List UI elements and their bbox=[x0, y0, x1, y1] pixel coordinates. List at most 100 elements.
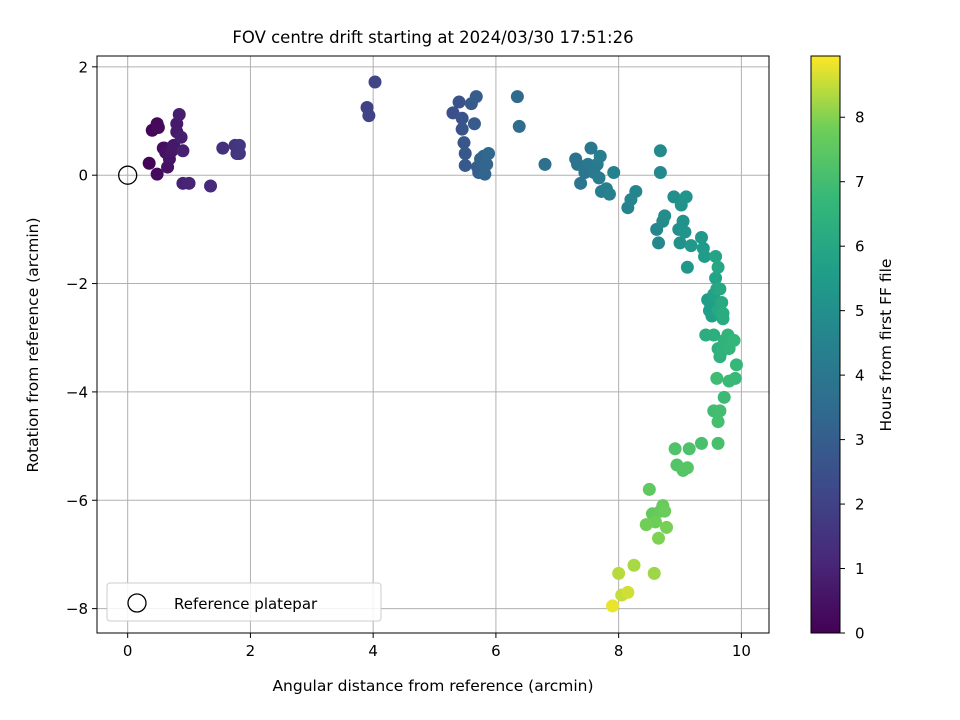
data-point bbox=[538, 157, 552, 171]
data-point bbox=[612, 566, 626, 580]
data-point bbox=[684, 239, 698, 253]
data-point bbox=[627, 558, 641, 572]
data-point bbox=[602, 187, 616, 201]
data-point bbox=[715, 296, 729, 310]
data-point bbox=[455, 111, 469, 125]
data-point bbox=[653, 144, 667, 158]
colorbar-tick-label: 7 bbox=[855, 173, 865, 191]
reference-marker bbox=[118, 165, 138, 185]
data-point bbox=[362, 109, 376, 123]
scatter-points bbox=[142, 75, 743, 613]
data-point bbox=[717, 390, 731, 404]
legend-box bbox=[106, 582, 382, 622]
data-point bbox=[455, 122, 469, 136]
data-point bbox=[716, 306, 730, 320]
x-tick-label: 6 bbox=[491, 642, 501, 660]
data-point bbox=[713, 404, 727, 418]
colorbar-tick-label: 8 bbox=[855, 109, 865, 127]
data-point bbox=[668, 442, 682, 456]
colorbar-tick-label: 0 bbox=[855, 625, 865, 643]
data-point bbox=[711, 415, 725, 429]
x-tick-label: 10 bbox=[732, 642, 751, 660]
y-tick-label: −6 bbox=[66, 492, 88, 510]
data-point bbox=[709, 271, 723, 285]
data-point bbox=[510, 90, 524, 104]
data-point bbox=[642, 482, 656, 496]
colorbar-gradient bbox=[810, 55, 841, 634]
plot-frame bbox=[96, 55, 770, 634]
plot-area: 0 2 4 6 8 10 −8 −6 −4 −2 0 2 Reference platepar bbox=[66, 55, 770, 660]
data-point bbox=[709, 249, 723, 263]
data-point bbox=[593, 149, 607, 163]
x-tick-label: 2 bbox=[246, 642, 256, 660]
data-point bbox=[478, 167, 492, 181]
data-point bbox=[713, 282, 727, 296]
data-point bbox=[176, 144, 190, 158]
data-point bbox=[452, 95, 466, 109]
y-axis-ticks: −8 −6 −4 −2 0 2 bbox=[66, 58, 97, 618]
y-axis-label: Rotation from reference (arcmin) bbox=[24, 217, 42, 472]
x-tick-label: 0 bbox=[123, 642, 133, 660]
data-point bbox=[678, 225, 692, 239]
colorbar-ticks: 0 1 2 3 4 5 6 7 8 bbox=[840, 109, 865, 643]
data-point bbox=[232, 138, 246, 152]
data-point bbox=[679, 190, 693, 204]
data-point bbox=[647, 566, 661, 580]
data-point bbox=[673, 236, 687, 250]
legend: Reference platepar bbox=[106, 582, 382, 622]
data-point bbox=[639, 518, 653, 532]
data-point bbox=[727, 333, 741, 347]
data-point bbox=[174, 130, 188, 144]
data-point bbox=[621, 585, 635, 599]
colorbar-tick-label: 4 bbox=[855, 367, 865, 385]
data-point bbox=[584, 141, 598, 155]
data-point bbox=[606, 599, 620, 613]
colorbar-tick-label: 1 bbox=[855, 560, 865, 578]
x-tick-label: 8 bbox=[614, 642, 624, 660]
x-axis-ticks: 0 2 4 6 8 10 bbox=[123, 633, 751, 660]
data-point bbox=[467, 117, 481, 131]
y-tick-label: 2 bbox=[78, 58, 88, 76]
data-point bbox=[216, 141, 230, 155]
data-point bbox=[652, 531, 666, 545]
y-tick-label: −8 bbox=[66, 600, 88, 618]
x-tick-label: 4 bbox=[368, 642, 378, 660]
data-point bbox=[694, 436, 708, 450]
data-point bbox=[729, 358, 743, 372]
colorbar-label: Hours from first FF file bbox=[877, 259, 895, 432]
data-point bbox=[368, 75, 382, 89]
colorbar-tick-label: 3 bbox=[855, 431, 865, 449]
data-point bbox=[469, 90, 483, 104]
data-point bbox=[711, 436, 725, 450]
legend-marker bbox=[127, 593, 147, 613]
data-point bbox=[707, 328, 721, 342]
data-point bbox=[458, 147, 472, 161]
chart-title: FOV centre drift starting at 2024/03/30 … bbox=[232, 28, 633, 47]
data-point bbox=[204, 179, 218, 193]
data-point bbox=[652, 236, 666, 250]
data-point bbox=[151, 121, 165, 135]
x-axis-label: Angular distance from reference (arcmin) bbox=[272, 677, 593, 695]
y-tick-label: 0 bbox=[78, 167, 88, 185]
data-point bbox=[658, 209, 672, 223]
data-point bbox=[653, 165, 667, 179]
data-point bbox=[574, 176, 588, 190]
colorbar-tick-label: 2 bbox=[855, 496, 865, 514]
data-point bbox=[722, 374, 736, 388]
data-point bbox=[710, 371, 724, 385]
data-point bbox=[680, 260, 694, 274]
data-point bbox=[482, 147, 496, 161]
data-point bbox=[512, 119, 526, 133]
data-point bbox=[694, 230, 708, 244]
data-point bbox=[182, 176, 196, 190]
data-point bbox=[660, 520, 674, 534]
colorbar: 0 1 2 3 4 5 6 7 8 Hours from first FF file bbox=[810, 55, 895, 643]
data-point bbox=[676, 214, 690, 228]
data-point bbox=[629, 184, 643, 198]
data-point bbox=[480, 157, 494, 171]
data-point bbox=[680, 461, 694, 475]
y-tick-label: −4 bbox=[66, 383, 88, 401]
data-point bbox=[592, 171, 606, 185]
data-point bbox=[172, 108, 186, 122]
